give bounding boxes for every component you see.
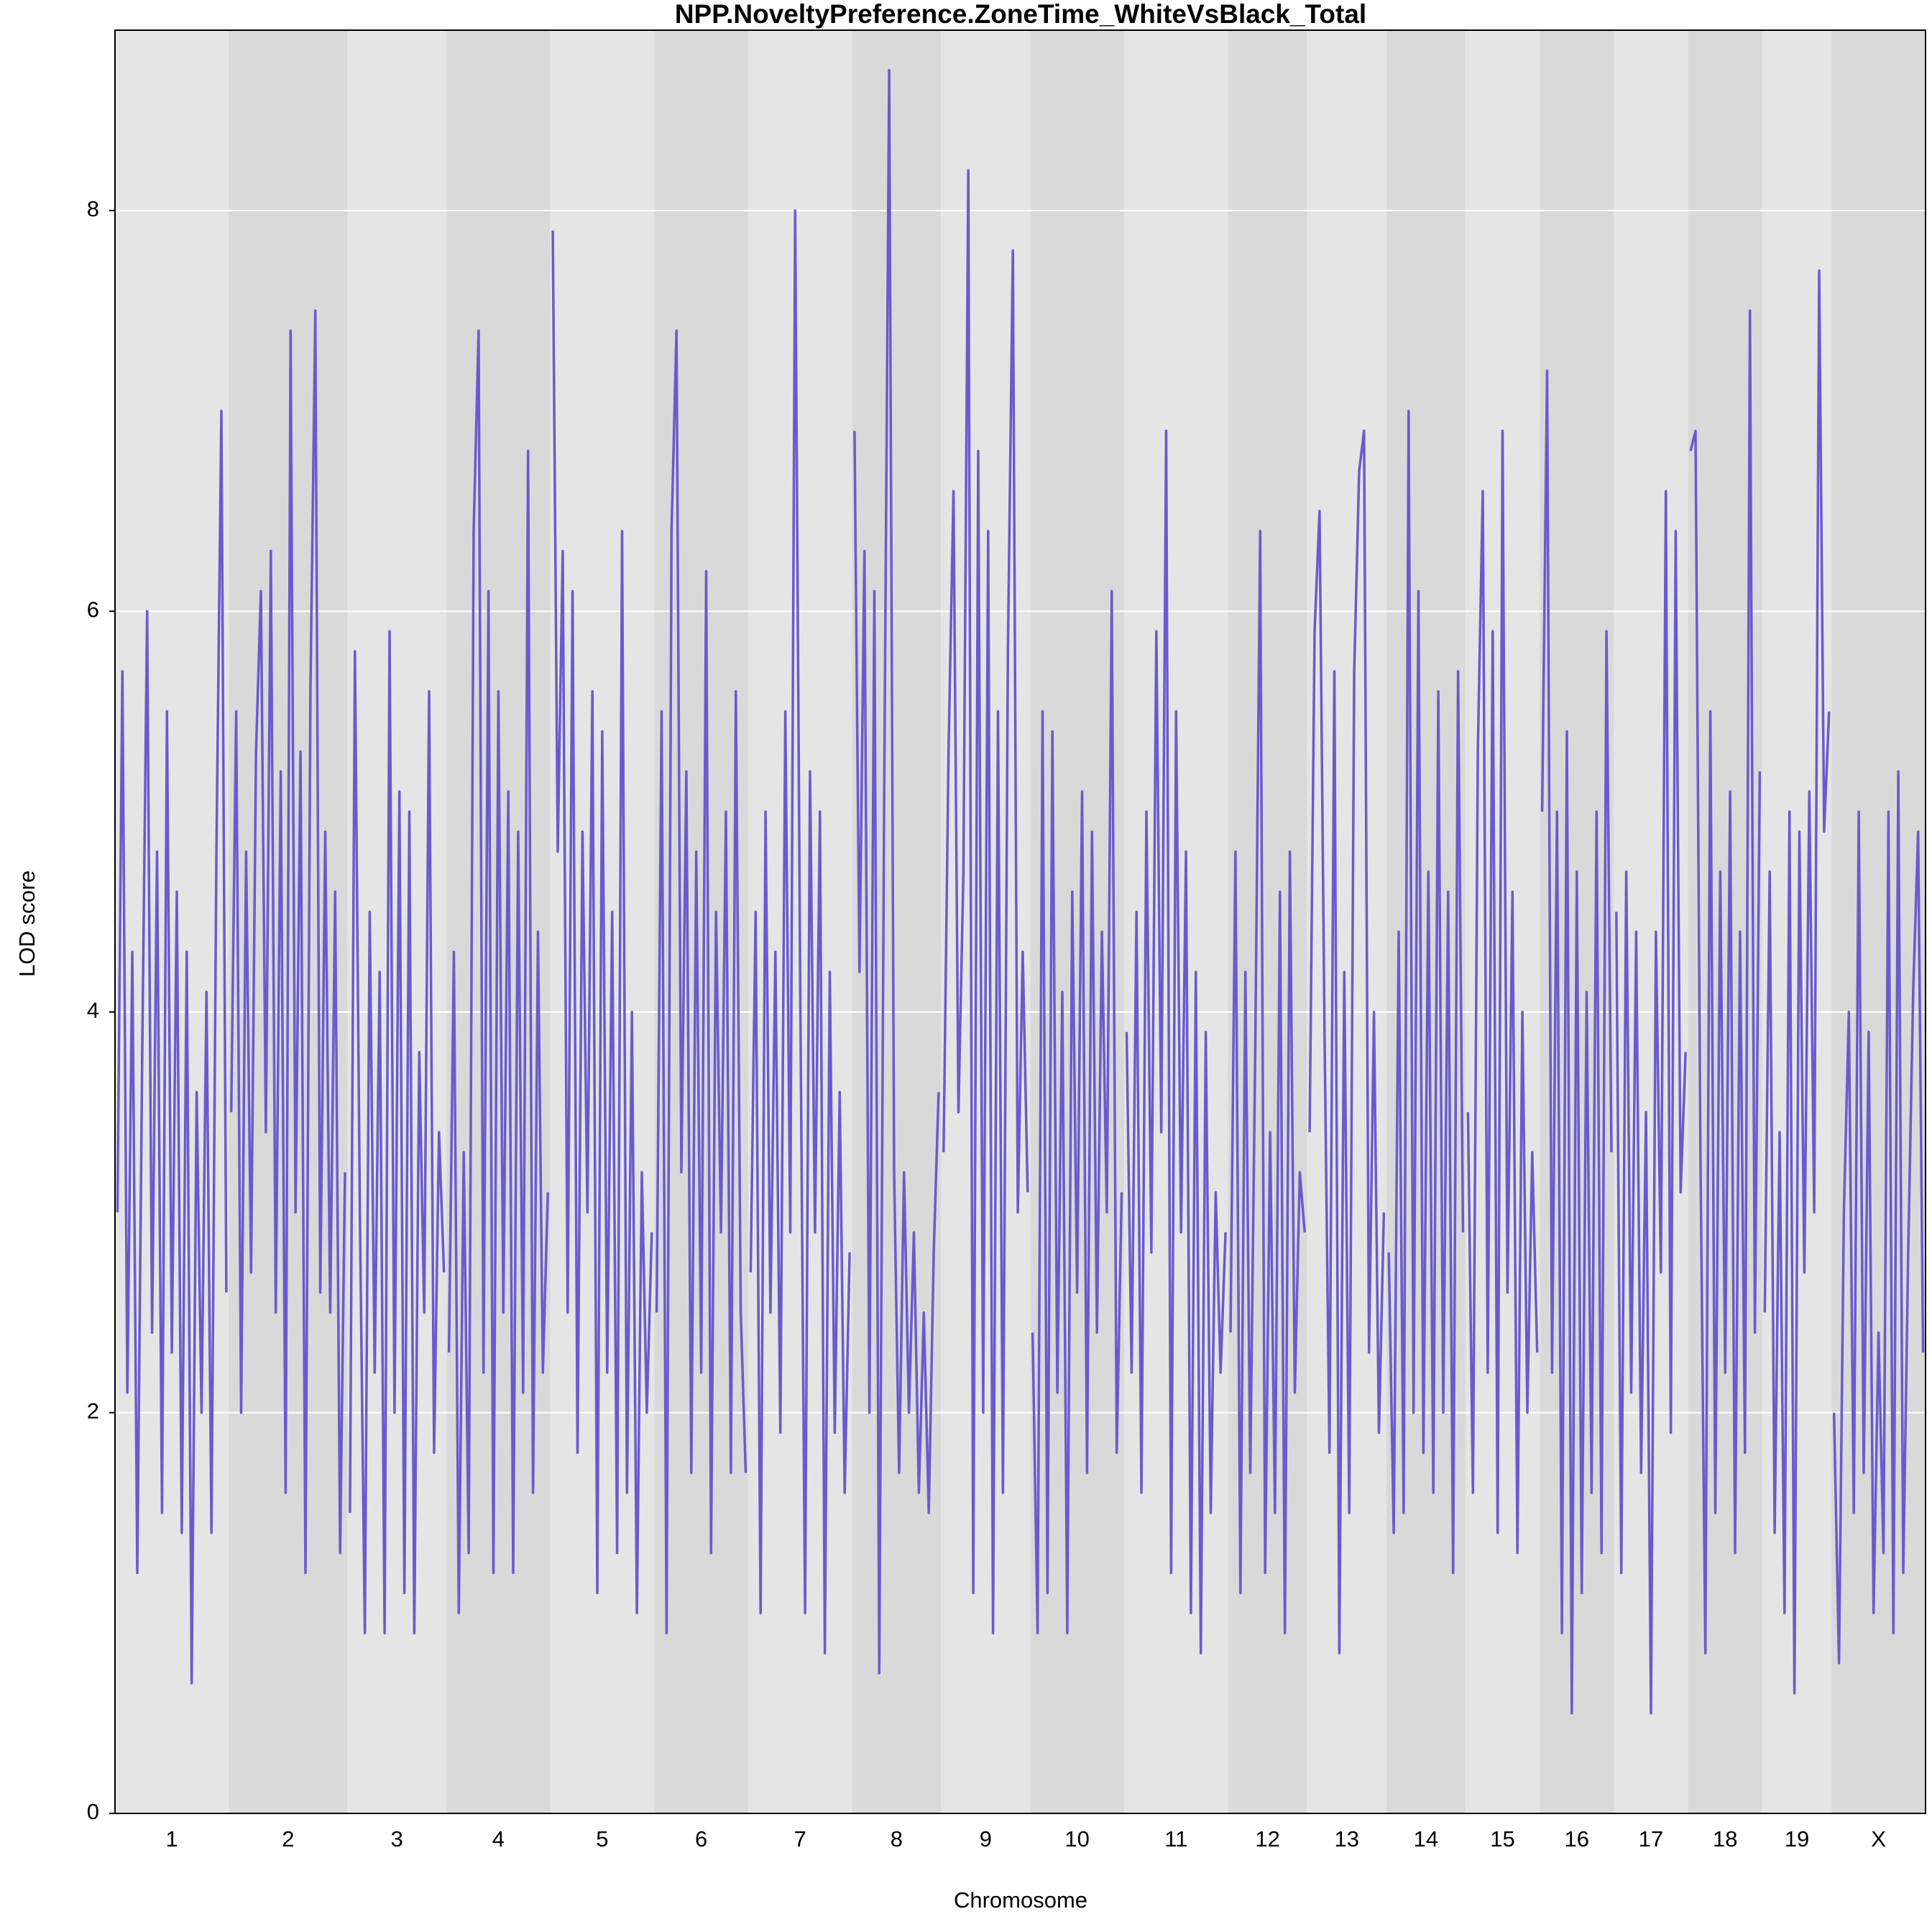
x-tick-label: 5 bbox=[596, 1826, 608, 1852]
x-tick-label: X bbox=[1871, 1826, 1886, 1852]
lod-line bbox=[1832, 770, 1925, 1665]
lod-line bbox=[942, 169, 1029, 1634]
y-tick-label: 8 bbox=[87, 196, 99, 221]
x-tick-label: 19 bbox=[1785, 1826, 1809, 1852]
lod-line bbox=[655, 329, 748, 1634]
x-tick-label: 8 bbox=[891, 1826, 903, 1852]
lod-line bbox=[1763, 269, 1831, 1695]
lod-line bbox=[1308, 429, 1386, 1655]
lod-line bbox=[1229, 530, 1306, 1634]
x-tick-label: 12 bbox=[1255, 1826, 1279, 1852]
x-tick-label: 18 bbox=[1713, 1826, 1737, 1852]
lod-line bbox=[1125, 429, 1227, 1655]
chromosome-band bbox=[115, 30, 229, 1813]
y-tick-label: 0 bbox=[87, 1799, 99, 1824]
chart-title: NPP.NoveltyPreference.ZoneTime_WhiteVsBl… bbox=[675, 0, 1366, 29]
lod-line bbox=[551, 230, 653, 1614]
lod-line bbox=[349, 630, 446, 1634]
y-tick-label: 4 bbox=[87, 998, 99, 1023]
lod-line bbox=[447, 329, 549, 1614]
lod-line bbox=[853, 69, 940, 1675]
y-tick-label: 2 bbox=[87, 1399, 99, 1424]
x-tick-label: 16 bbox=[1565, 1826, 1589, 1852]
x-axis-label: Chromosome bbox=[954, 1887, 1087, 1913]
x-tick-label: 11 bbox=[1164, 1826, 1187, 1852]
chromosome-band bbox=[1307, 30, 1386, 1813]
lod-line bbox=[1387, 409, 1465, 1575]
x-tick-label: 3 bbox=[391, 1826, 403, 1852]
lod-line bbox=[1540, 369, 1613, 1715]
x-tick-label: 7 bbox=[794, 1826, 806, 1852]
y-tick-label: 6 bbox=[87, 597, 99, 622]
x-tick-label: 9 bbox=[980, 1826, 992, 1852]
chromosome-band bbox=[1762, 30, 1832, 1813]
x-tick-label: 6 bbox=[695, 1826, 707, 1852]
x-tick-label: 15 bbox=[1490, 1826, 1514, 1852]
lod-line bbox=[1031, 589, 1123, 1634]
x-tick-label: 14 bbox=[1414, 1826, 1438, 1852]
plot-frame bbox=[114, 29, 1926, 1814]
lod-line bbox=[1466, 429, 1539, 1555]
lod-line bbox=[229, 309, 346, 1575]
lod-line bbox=[1689, 309, 1762, 1655]
lod-line bbox=[116, 409, 228, 1685]
x-tick-label: 1 bbox=[166, 1826, 178, 1852]
x-tick-label: 2 bbox=[282, 1826, 294, 1852]
x-tick-label: 4 bbox=[492, 1826, 505, 1852]
x-tick-label: 10 bbox=[1064, 1826, 1089, 1852]
x-tick-label: 17 bbox=[1639, 1826, 1663, 1852]
lod-line bbox=[749, 209, 851, 1655]
chromosome-band bbox=[1831, 30, 1926, 1813]
x-tick-label: 13 bbox=[1335, 1826, 1359, 1852]
chromosome-band bbox=[446, 30, 551, 1813]
lod-line bbox=[1615, 489, 1687, 1715]
y-axis-label: LOD score bbox=[14, 870, 40, 977]
